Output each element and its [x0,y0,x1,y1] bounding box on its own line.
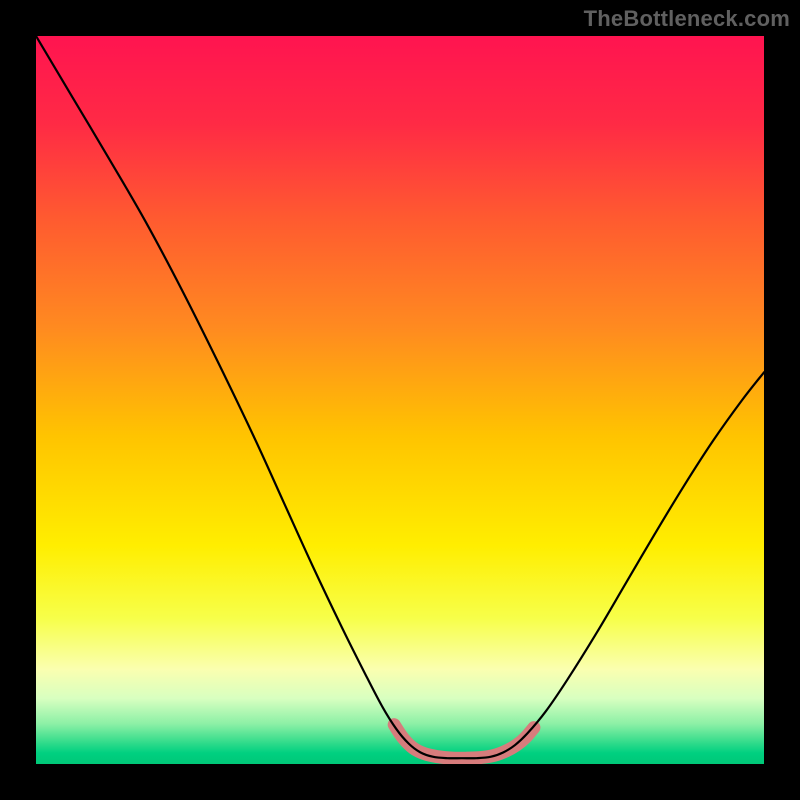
watermark-text: TheBottleneck.com [584,6,790,32]
chart-canvas: TheBottleneck.com [0,0,800,800]
plot-background [36,36,764,764]
bottleneck-curve-plot [36,36,764,764]
